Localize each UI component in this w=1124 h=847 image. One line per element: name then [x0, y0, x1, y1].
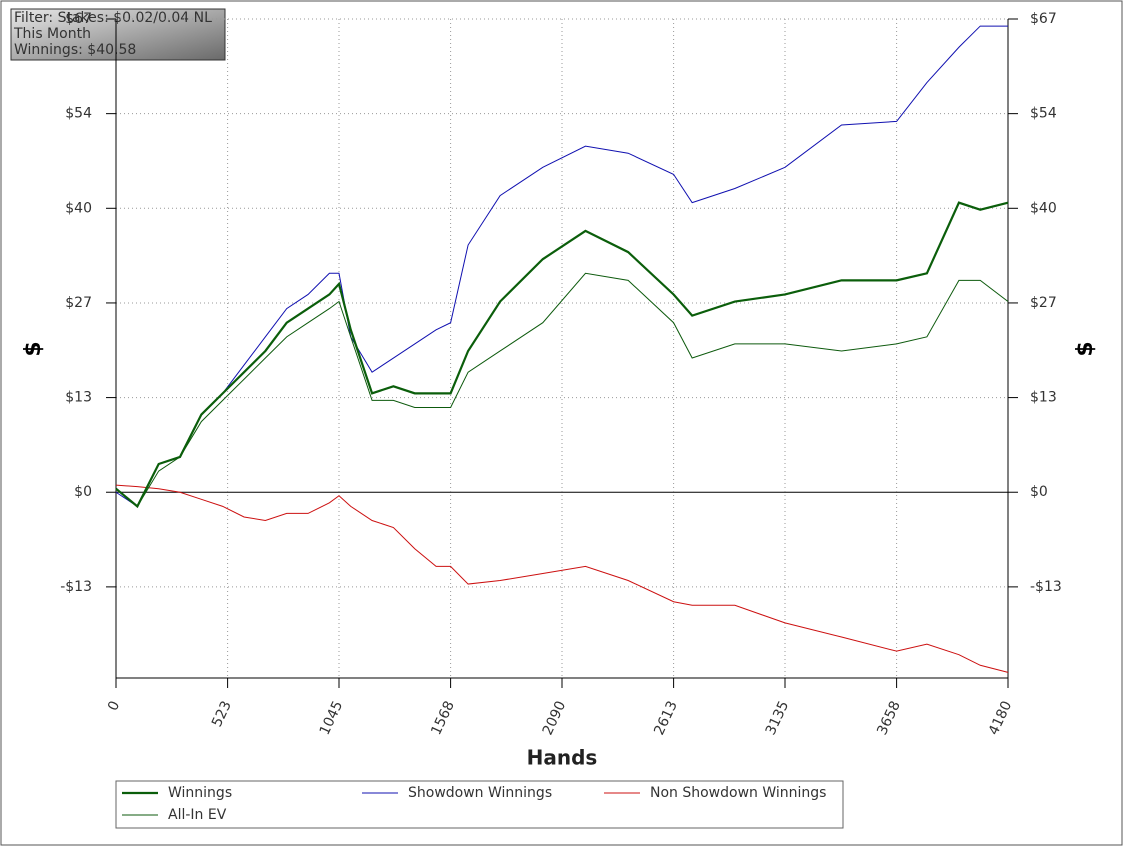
legend-label: Showdown Winnings: [408, 785, 552, 801]
y-axis-label: $: [21, 341, 46, 356]
y-tick-label: $67: [65, 11, 92, 27]
filter-text: Winnings: $40.58: [14, 42, 136, 58]
y2-tick-label: $40: [1030, 200, 1057, 216]
y2-axis-label: $: [1073, 341, 1098, 356]
y-tick-label: $54: [65, 106, 92, 122]
y2-tick-label: -$13: [1030, 579, 1062, 595]
filter-text: Filter: Stakes: $0.02/0.04 NL: [14, 10, 212, 26]
y-tick-label: $0: [74, 484, 92, 500]
y2-tick-label: $54: [1030, 106, 1057, 122]
legend-label: Winnings: [168, 785, 232, 801]
y2-tick-label: $0: [1030, 484, 1048, 500]
series-line: [115, 272, 1009, 508]
y-tick-label: $40: [65, 200, 92, 216]
filter-text: This Month: [13, 26, 91, 42]
series-line: [115, 484, 1009, 673]
y2-tick-label: $67: [1030, 11, 1057, 27]
y-tick-label: $13: [65, 390, 92, 406]
filter-box: [10, 8, 226, 61]
y2-tick-label: $27: [1030, 295, 1057, 311]
legend-label: Non Showdown Winnings: [650, 785, 826, 801]
y-tick-label: $27: [65, 295, 92, 311]
series-line: [115, 25, 1008, 508]
y2-tick-label: $13: [1030, 390, 1057, 406]
legend-label: All-In EV: [168, 807, 227, 823]
legend: [115, 780, 844, 829]
series-line: [115, 201, 1009, 509]
x-axis-label: Hands: [527, 746, 598, 770]
y-tick-label: -$13: [60, 579, 92, 595]
